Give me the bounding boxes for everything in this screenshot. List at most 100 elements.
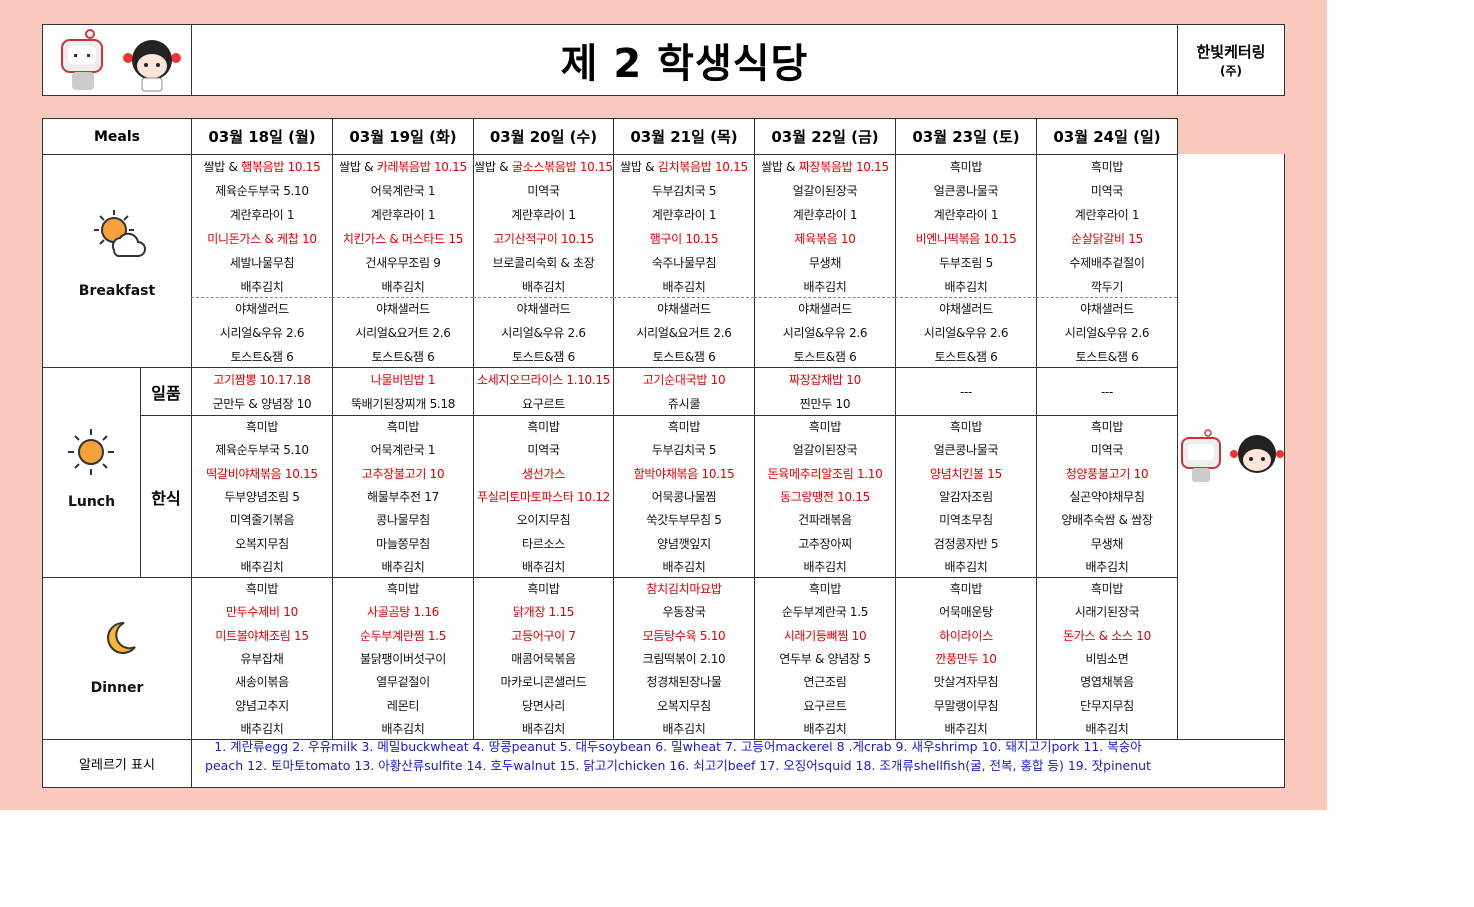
- menu-item: 배추김치: [522, 279, 565, 294]
- menu-item: 시래기등뼈찜 10: [754, 624, 896, 647]
- menu-item: 건새우무조림 9: [365, 255, 441, 270]
- menu-item: 미역국: [527, 183, 560, 198]
- company-cell: 한빛케터링 (주): [1177, 24, 1285, 96]
- menu-item: 배추김치: [944, 721, 988, 736]
- menu-item: 무생채: [808, 255, 842, 270]
- menu-item: 배추김치: [803, 559, 847, 574]
- menu-lines: 쌀밥 & 짜장볶음밥 10.15 얼갈이된장국 계란후라이 1 제육볶음 10 무생채 배…: [754, 154, 896, 298]
- menu-item: 떡갈비야채볶음 10.15: [191, 462, 333, 485]
- menu-item: 배추김치: [803, 721, 847, 736]
- menu-lines: 흑미밥 어묵매운탕 하이라이스 깐풍만두 10 맛살겨자무침 무말랭이무침 배추김치: [895, 577, 1037, 740]
- menu-cell: [613, 367, 755, 416]
- menu-item: 열무겉절이: [376, 675, 430, 690]
- menu-item: 닭개장 1.15: [473, 600, 614, 623]
- menu-item-text: 닭개장 1.15: [512, 605, 575, 620]
- menu-item: 레몬티: [386, 698, 420, 713]
- menu-item: 흑미밥: [245, 582, 279, 597]
- menu-item: 무말랭이무침: [933, 698, 999, 713]
- menu-item: 어묵콩나물찜: [651, 489, 717, 504]
- sun-icon: [68, 429, 114, 475]
- menu-item: 흑미밥: [386, 582, 420, 597]
- menu-lines: 쌀밥 & 햄볶음밥 10.15 제육순두부국 5.10 계란후라이 1 미니돈가스 &…: [191, 154, 333, 298]
- sun-cloud-icon: [94, 210, 146, 257]
- menu-item: 오복지무침: [235, 536, 289, 551]
- menu-item: 배추김치: [944, 559, 988, 574]
- korean-label: 한식: [151, 488, 181, 508]
- menu-item: 두부김치국 5: [651, 183, 717, 198]
- divider: [754, 297, 895, 298]
- menu-item: 연근조림: [803, 675, 847, 690]
- menu-item-text: 사골곰탕 1.16: [367, 605, 439, 620]
- menu-item: 생선가스: [473, 462, 614, 485]
- menu-cell: [332, 367, 474, 416]
- menu-item-text: 청양풍불고기 10: [1065, 466, 1149, 481]
- menu-item: 토스트&잼 6: [371, 349, 435, 364]
- menu-lines: 야채샐러드 시리얼&요거트 2.6 토스트&잼 6: [613, 297, 755, 368]
- menu-item-text: 시래기등뼈찜 10: [783, 628, 867, 643]
- menu-item-text: 고기순대국밥 10: [642, 372, 726, 387]
- menu-item: 계란후라이 1: [511, 207, 576, 222]
- divider: [1036, 297, 1177, 298]
- menu-item: 흑미밥: [527, 420, 560, 435]
- menu-cell: [895, 415, 1037, 578]
- menu-item: 배추김치: [662, 559, 706, 574]
- menu-item: 제육순두부국 5.10: [215, 443, 309, 458]
- menu-lines: 쌀밥 & 김치볶음밥 10.15 두부김치국 5 계란후라이 1 햄구이 10.15 숙…: [613, 154, 755, 298]
- date-cell: 03월 24일 (일): [1036, 118, 1178, 155]
- menu-item-prefix: 쌀밥 &: [761, 159, 799, 174]
- menu-lines: 소세지오므라이스 1.10.15 요구르트: [473, 367, 614, 416]
- date-cell: 03월 19일 (화): [332, 118, 474, 155]
- menu-item: 배추김치: [803, 279, 847, 294]
- date-cell: 03월 18일 (월): [191, 118, 333, 155]
- allergy-label: 알레르기 표시: [79, 758, 155, 773]
- menu-item: 미트볼야채조림 15: [191, 624, 333, 647]
- menu-item: 얼갈이된장국: [792, 183, 858, 198]
- korean-label-cell: 한식: [140, 415, 192, 578]
- menu-item: 매콤어묵볶음: [511, 651, 576, 666]
- menu-lines: 흑미밥 만두수제비 10 미트볼야채조림 15 유부잡채 새송이볶음 양념고추지 배추김치: [191, 577, 333, 740]
- menu-item: 순두부계란찜 1.5: [332, 624, 474, 647]
- menu-item: 배추김치: [522, 559, 565, 574]
- title: 제 2 학생식당: [560, 41, 809, 87]
- menu-item: 타르소스: [522, 536, 565, 551]
- menu-item: 숙주나물무침: [651, 255, 717, 270]
- menu-item: 토스트&잼 6: [934, 349, 998, 364]
- menu-item-text: 돈육메추리알조림 1.10: [767, 466, 883, 481]
- menu-item: 순두부계란국 1.5: [781, 605, 869, 620]
- breakfast-label-cell: [42, 154, 192, 368]
- menu-item: 군만두 & 양념장 10: [212, 397, 312, 412]
- menu-item: ---: [959, 384, 973, 399]
- menu-item: 시래기된장국: [1074, 605, 1140, 620]
- menu-item-text: 미니돈가스 & 케찹 10: [207, 231, 317, 246]
- menu-item: 미역초무침: [939, 513, 993, 528]
- menu-item-text: 돈가스 & 소스 10: [1063, 628, 1151, 643]
- menu-item-text: 함박야채볶음 10.15: [633, 466, 735, 481]
- menu-item-text: 순살닭갈비 15: [1071, 231, 1143, 246]
- menu-item: 얼큰콩나물국: [933, 443, 999, 458]
- menu-item: 어묵매운탕: [939, 605, 993, 620]
- menu-item-text: 만두수제비 10: [226, 605, 298, 620]
- menu-item: 요구르트: [522, 397, 565, 412]
- menu-cell: [1036, 415, 1178, 578]
- menu-item: 계란후라이 1: [933, 207, 999, 222]
- menu-item: 돈육메추리알조림 1.10: [754, 462, 896, 485]
- menu-item: 야채샐러드: [798, 302, 852, 317]
- menu-item: 고추장불고기 10: [332, 462, 474, 485]
- menu-item: 계란후라이 1: [229, 207, 295, 222]
- menu-item: 흑미밥: [667, 420, 701, 435]
- menu-item: 브로콜리숙회 & 초장: [492, 255, 595, 270]
- menu-item: 명엽채볶음: [1080, 675, 1134, 690]
- menu-item: 계란후라이 1: [792, 207, 858, 222]
- menu-item-text: 고기짬뽕 10.17.18: [213, 372, 311, 387]
- menu-item: 알감자조림: [939, 489, 993, 504]
- menu-lines: 흑미밥 미역국 생선가스 푸실리토마토파스타 10.12 오이지무침 타르소스 배추김치: [473, 415, 614, 578]
- menu-item: 계란후라이 1: [370, 207, 436, 222]
- menu-cell: [332, 577, 474, 740]
- menu-item-text: 제육볶음 10: [794, 231, 856, 246]
- menu-lines: 야채샐러드 시리얼&우유 2.6 토스트&잼 6: [754, 297, 896, 368]
- breakfast-label: Breakfast: [78, 283, 156, 299]
- divider: [613, 297, 754, 298]
- menu-item: 고추장아찌: [798, 536, 852, 551]
- menu-cell: [613, 577, 755, 740]
- menu-item: 청양풍불고기 10: [1036, 462, 1178, 485]
